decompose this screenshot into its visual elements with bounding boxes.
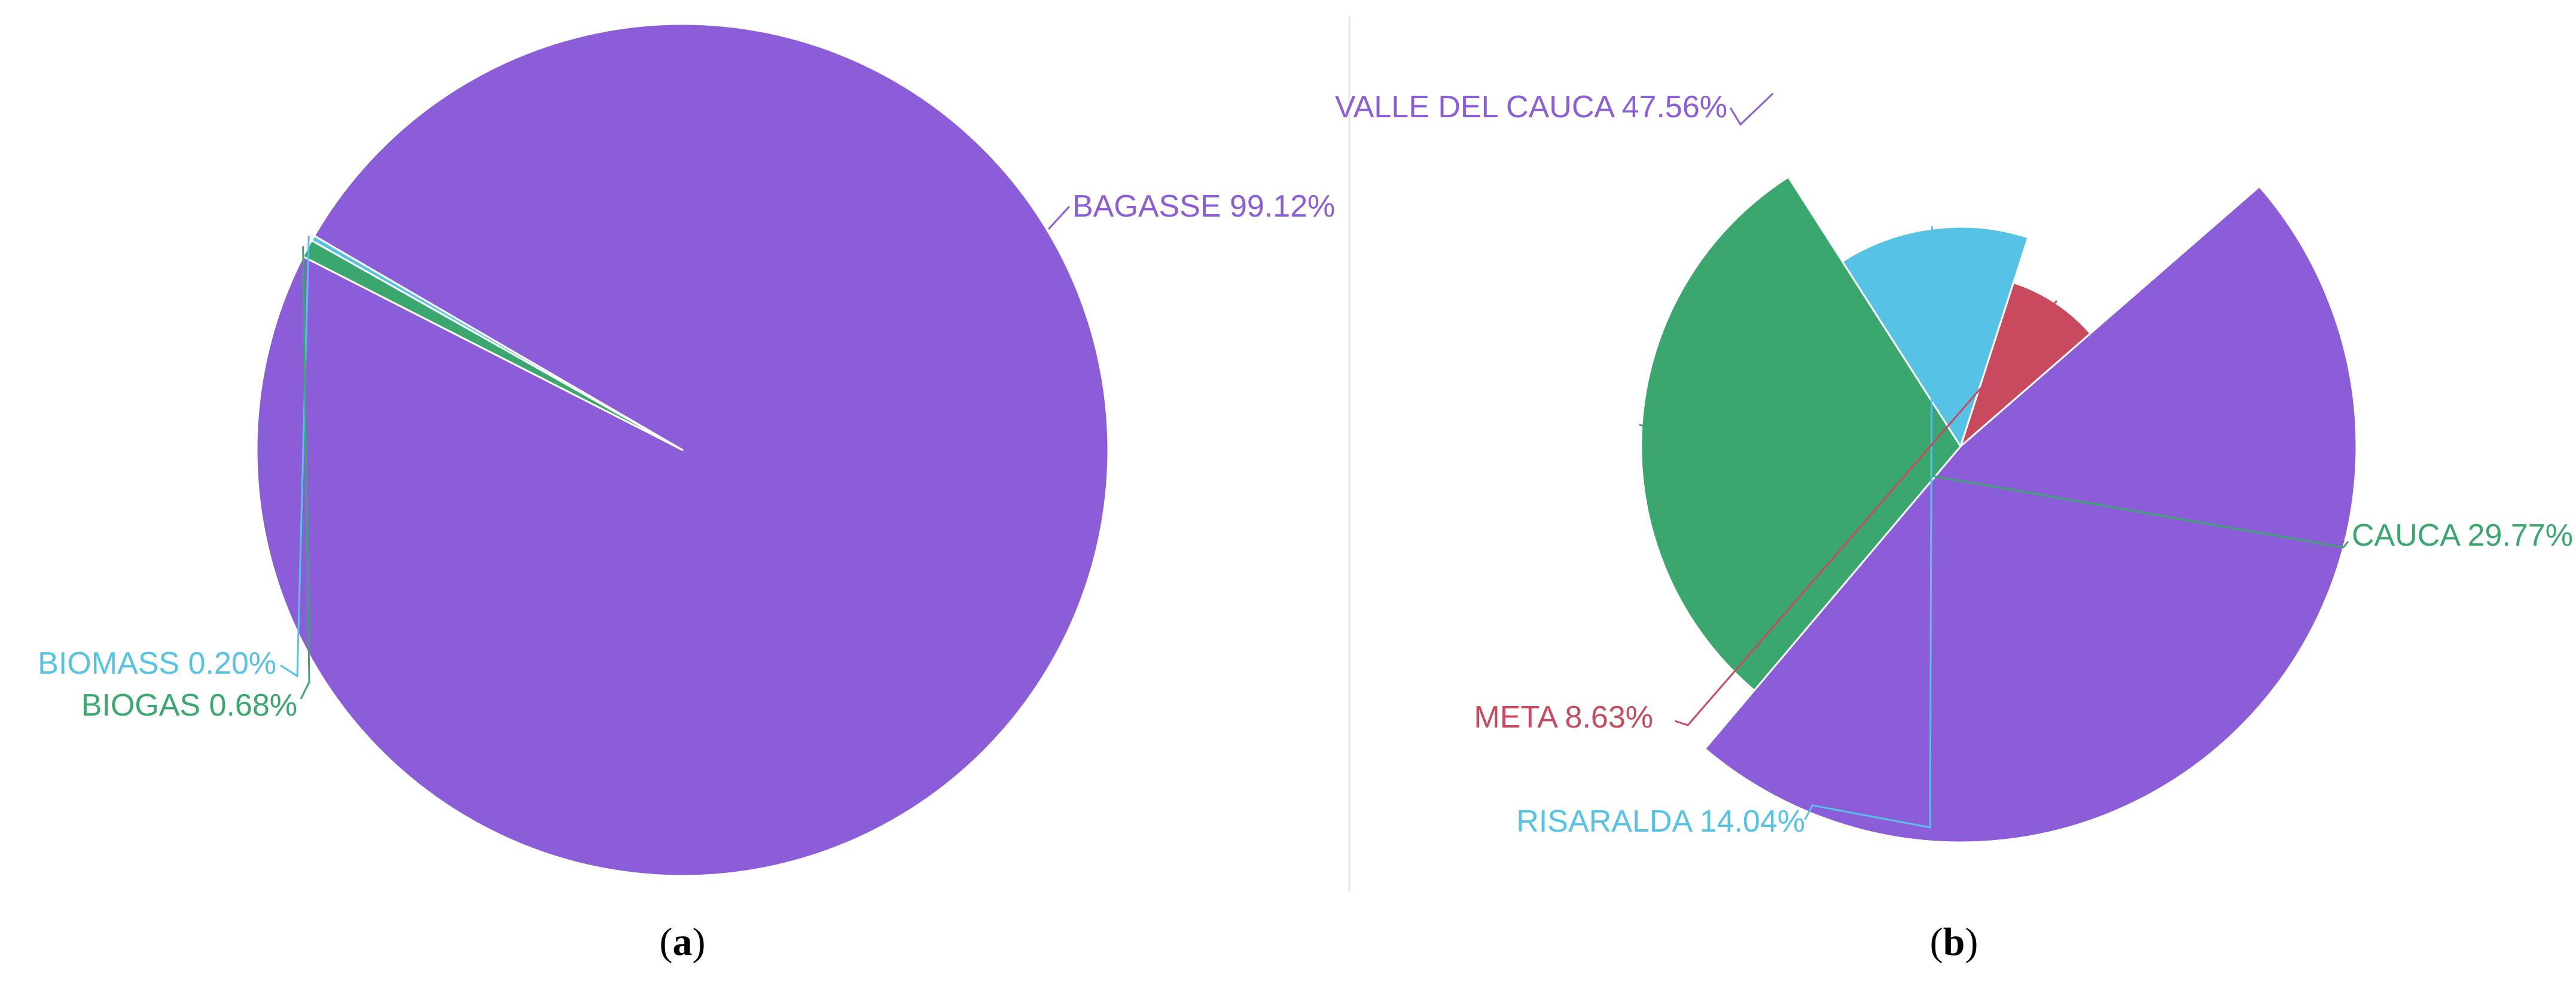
leader-line-valle-del-cauca [1729,93,1774,126]
slice-label-biomass: BIOMASS 0.20% [38,646,276,681]
panel-caption-b: (b) [1930,920,1979,964]
panel-letter-a: a [673,920,693,964]
leader-line-cauca [1639,424,2349,549]
slice-label-bagasse: BAGASSE 99.12% [1072,189,1335,224]
slice-label-cauca: CAUCA 29.77% [2352,518,2573,553]
rose-slice-valle-del-cauca [1704,185,2358,844]
rose-chart-b: VALLE DEL CAUCA 47.56% CAUCA 29.77% RISARA… [1335,90,2573,844]
panel-letter-b: b [1943,920,1965,964]
slice-label-biogas: BIOGAS 0.68% [81,688,297,723]
leader-line-biogas [300,246,310,699]
slice-label-valle-del-cauca: VALLE DEL CAUCA 47.56% [1335,90,1727,124]
slice-label-risaralda: RISARALDA 14.04% [1516,804,1805,839]
leader-line-bagasse [1047,205,1071,230]
leader-line-risaralda [1804,226,1934,829]
leader-line-meta [1674,300,2057,726]
pie-chart-a: BAGASSE 99.12% BIOMASS 0.20% BIOGAS 0.68% [38,23,1335,877]
slice-label-meta: META 8.63% [1474,700,1653,735]
panel-caption-a: (a) [660,920,706,964]
